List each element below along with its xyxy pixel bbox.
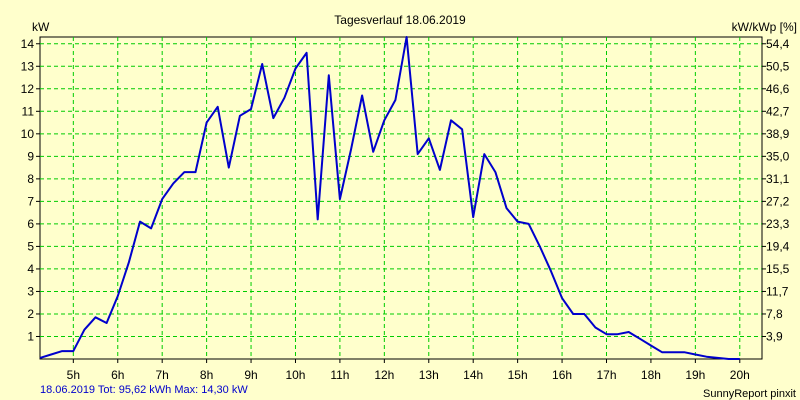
grid-lines bbox=[40, 37, 762, 359]
x-tick-label: 19h bbox=[685, 368, 705, 382]
y-left-axis-label: kW bbox=[32, 20, 50, 34]
y-left-tick-label: 4 bbox=[27, 262, 34, 276]
y-right-tick-label: 35,0 bbox=[766, 149, 790, 163]
footer-summary: 18.06.2019 Tot: 95,62 kWh Max: 14,30 kW bbox=[40, 384, 248, 396]
y-left-tick-label: 10 bbox=[21, 127, 35, 141]
x-axis-ticks: 5h 6h 7h 8h 9h 10h 11h 12h 13h 14h 15h 16h 17h 18h 19h… bbox=[67, 359, 750, 382]
y-right-tick-label: 42,7 bbox=[766, 104, 790, 118]
x-tick-label: 5h bbox=[67, 368, 80, 382]
x-tick-label: 20h bbox=[730, 368, 750, 382]
plot-area bbox=[39, 36, 763, 360]
y-left-tick-label: 1 bbox=[27, 329, 34, 343]
x-tick-label: 9h bbox=[244, 368, 257, 382]
y-left-tick-label: 14 bbox=[21, 37, 35, 51]
y-right-tick-label: 19,4 bbox=[766, 239, 790, 253]
y-right-tick-label: 11,7 bbox=[766, 284, 789, 298]
y-right-tick-label: 3,9 bbox=[766, 329, 783, 343]
x-tick-label: 7h bbox=[156, 368, 169, 382]
x-tick-label: 17h bbox=[596, 368, 616, 382]
y-left-tick-label: 11 bbox=[22, 104, 35, 118]
y-right-tick-label: 54,4 bbox=[766, 37, 790, 51]
x-tick-label: 10h bbox=[285, 368, 305, 382]
y-left-tick-label: 9 bbox=[27, 149, 34, 163]
y-left-tick-label: 13 bbox=[21, 59, 35, 73]
y-right-tick-label: 7,8 bbox=[766, 307, 783, 321]
y-right-tick-label: 46,6 bbox=[766, 82, 790, 96]
x-tick-label: 8h bbox=[200, 368, 213, 382]
x-tick-label: 12h bbox=[374, 368, 394, 382]
chart-title: Tagesverlauf 18.06.2019 bbox=[334, 13, 466, 27]
y-left-tick-label: 3 bbox=[27, 284, 34, 298]
x-tick-label: 18h bbox=[641, 368, 661, 382]
y-right-tick-label: 31,1 bbox=[766, 172, 790, 186]
x-tick-label: 6h bbox=[111, 368, 124, 382]
y-right-tick-label: 27,2 bbox=[766, 194, 790, 208]
x-tick-label: 15h bbox=[508, 368, 528, 382]
y-right-axis-label: kW/kWp [%] bbox=[732, 20, 797, 34]
y-left-tick-label: 6 bbox=[27, 217, 34, 231]
x-tick-label: 11h bbox=[330, 368, 349, 382]
y-left-tick-label: 8 bbox=[27, 172, 34, 186]
power-series-line bbox=[39, 36, 740, 360]
y-left-tick-label: 7 bbox=[27, 194, 34, 208]
y-left-tick-label: 12 bbox=[21, 82, 35, 96]
y-left-tick-label: 5 bbox=[27, 239, 34, 253]
footer-credit: SunnyReport pinxit bbox=[703, 388, 796, 400]
y-right-tick-label: 38,9 bbox=[766, 127, 790, 141]
y-right-axis-ticks: 3,9 7,8 11,7 15,5 19,4 23,3 27,2 31,1 35,0 38,9 42… bbox=[762, 37, 790, 343]
x-tick-label: 16h bbox=[552, 368, 572, 382]
y-right-tick-label: 50,5 bbox=[766, 59, 790, 73]
y-left-tick-label: 2 bbox=[27, 307, 34, 321]
x-tick-label: 13h bbox=[419, 368, 439, 382]
x-tick-label: 14h bbox=[463, 368, 483, 382]
y-right-tick-label: 23,3 bbox=[766, 217, 790, 231]
y-right-tick-label: 15,5 bbox=[766, 262, 790, 276]
